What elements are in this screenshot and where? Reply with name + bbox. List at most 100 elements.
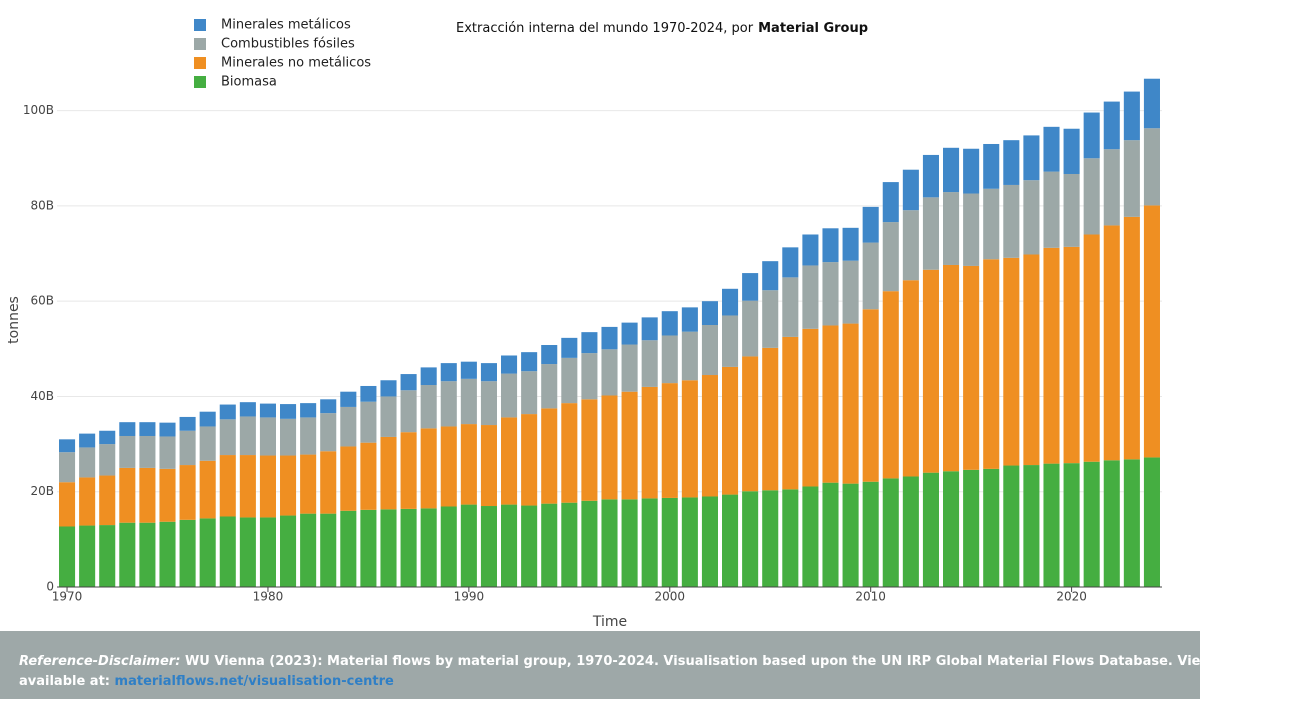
bar-segment (440, 363, 457, 382)
bar-segment (420, 428, 437, 509)
bar-segment (380, 396, 397, 437)
bar-segment (521, 414, 538, 506)
bar-segment (541, 503, 558, 587)
bar-segment (300, 403, 317, 418)
y-tick-label: 0 (46, 580, 54, 594)
bar-segment (842, 227, 859, 261)
bar-segment (1083, 234, 1100, 462)
bar-segment (1123, 140, 1140, 217)
y-tick-label: 60B (30, 294, 54, 308)
bar-segment (1143, 78, 1160, 129)
bar-segment (822, 262, 839, 326)
bar-segment (340, 406, 357, 447)
bar-segment (742, 273, 759, 301)
bar-segment (802, 328, 819, 487)
legend-swatch (194, 57, 206, 69)
bar-segment (641, 386, 658, 499)
footer-text: WU Vienna (2023): Material flows by mate… (184, 654, 1200, 669)
bar-segment (501, 355, 518, 374)
bar-segment (1143, 457, 1160, 587)
bar-segment (1023, 135, 1040, 181)
bar-segment (862, 206, 879, 243)
bar-segment (641, 340, 658, 387)
bar-segment (280, 515, 297, 587)
bar-segment (742, 300, 759, 357)
bar-segment (963, 193, 980, 266)
bar-segment (219, 455, 236, 517)
bar-segment (460, 378, 477, 425)
title-text: Extracción interna del mundo 1970-2024, … (456, 21, 754, 36)
bar-segment (902, 280, 919, 477)
bar-segment (762, 261, 779, 291)
bar-segment (440, 506, 457, 587)
bar-segment (882, 291, 899, 479)
bar-segment (280, 418, 297, 456)
bar-segment (802, 486, 819, 587)
legend-swatch (194, 76, 206, 88)
bar-segment (722, 366, 739, 495)
bar-segment (882, 182, 899, 223)
bar-segment (99, 475, 116, 526)
y-axis-title: tonnes (6, 296, 22, 344)
x-tick-label: 2020 (1056, 590, 1087, 604)
bar-segment (219, 516, 236, 587)
bar-segment (99, 525, 116, 587)
x-tick-label: 1990 (454, 590, 485, 604)
bar-segment (842, 260, 859, 324)
bar-segment (681, 497, 698, 587)
bar-segment (922, 197, 939, 270)
bar-segment (79, 433, 96, 448)
bar-segment (782, 336, 799, 490)
bar-segment (360, 509, 377, 587)
bar-segment (822, 482, 839, 587)
bar-segment (521, 505, 538, 587)
bar-segment (1103, 101, 1120, 150)
chart: Extracción interna del mundo 1970-2024, … (6, 18, 1162, 630)
bar-segment (420, 508, 437, 587)
bar-segment (862, 309, 879, 482)
bar-segment (79, 525, 96, 587)
bar-segment (460, 361, 477, 379)
x-axis-title: Time (592, 614, 627, 630)
bar-segment (762, 490, 779, 587)
bar-segment (641, 498, 658, 587)
bar-segment (963, 469, 980, 587)
bar-segment (822, 228, 839, 263)
bar-segment (320, 451, 337, 514)
footer-link[interactable]: materialflows.net/visualisation-centre (114, 674, 394, 689)
bar-segment (119, 522, 136, 587)
bar-segment (1063, 173, 1080, 247)
bar-segment (59, 452, 76, 483)
bar-segment (501, 504, 518, 587)
bar-segment (1003, 184, 1020, 258)
bar-segment (701, 325, 718, 376)
bar-segment (621, 391, 638, 500)
bar-segment (802, 265, 819, 329)
bar-segment (360, 385, 377, 402)
legend-swatch (194, 38, 206, 50)
bar-segment (59, 526, 76, 587)
bar-segment (661, 497, 678, 587)
bar-segment (561, 403, 578, 503)
bar-segment (742, 356, 759, 492)
bar-segment (259, 517, 276, 587)
bar-segment (400, 374, 417, 391)
bar-segment (159, 422, 176, 437)
bar-segment (340, 510, 357, 587)
bar-segment (119, 422, 136, 436)
bar-segment (139, 422, 156, 436)
bar-segment (1103, 225, 1120, 461)
bar-segment (963, 148, 980, 194)
bar-segment (219, 419, 236, 456)
y-tick-label: 20B (30, 484, 54, 498)
bar-segment (400, 432, 417, 509)
bar-segment (521, 352, 538, 372)
bar-segment (1003, 257, 1020, 466)
bar-segment (360, 401, 377, 443)
bar-segment (460, 424, 477, 505)
bar-segment (199, 426, 216, 461)
y-tick-label: 80B (30, 198, 54, 212)
bar-segment (541, 364, 558, 409)
bar-segment (259, 455, 276, 518)
